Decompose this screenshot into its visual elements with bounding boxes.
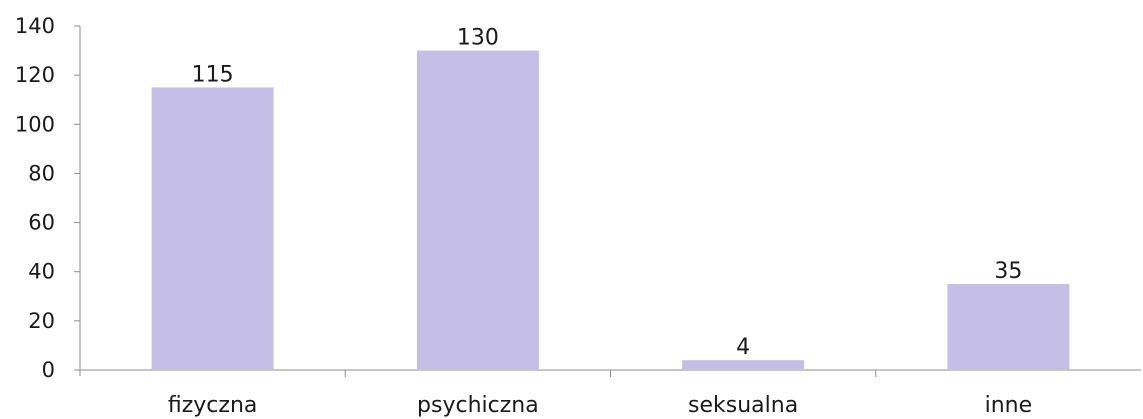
- y-tick-label: 0: [42, 358, 55, 382]
- data-label-inne: 35: [994, 259, 1022, 284]
- bar-fizyczna: [151, 87, 274, 370]
- data-label-psychiczna: 130: [457, 26, 499, 51]
- y-tick-label: 140: [15, 14, 55, 38]
- y-tick-label: 120: [15, 63, 55, 87]
- x-axis-category-labels: fizyczna psychiczna seksualna inne: [168, 393, 1032, 418]
- bar-seksualna: [682, 360, 805, 370]
- y-tick-label: 100: [15, 112, 55, 136]
- category-label-psychiczna: psychiczna: [417, 393, 539, 418]
- y-tick-label: 40: [28, 260, 55, 284]
- y-tick-label: 80: [28, 161, 55, 185]
- category-label-fizyczna: fizyczna: [168, 393, 258, 418]
- bar-psychiczna: [416, 50, 539, 370]
- y-axis-ticks: 0 20 40 60 80 100 120 140: [15, 14, 80, 382]
- y-tick-label: 20: [28, 309, 55, 333]
- bar-inne: [947, 284, 1070, 370]
- bar-data-labels: 115 130 4 35: [192, 26, 1023, 361]
- data-label-fizyczna: 115: [192, 62, 234, 87]
- category-label-seksualna: seksualna: [688, 393, 798, 418]
- y-tick-label: 60: [28, 211, 55, 235]
- bar-series: [151, 50, 1070, 370]
- data-label-seksualna: 4: [736, 335, 750, 360]
- category-label-inne: inne: [985, 393, 1033, 418]
